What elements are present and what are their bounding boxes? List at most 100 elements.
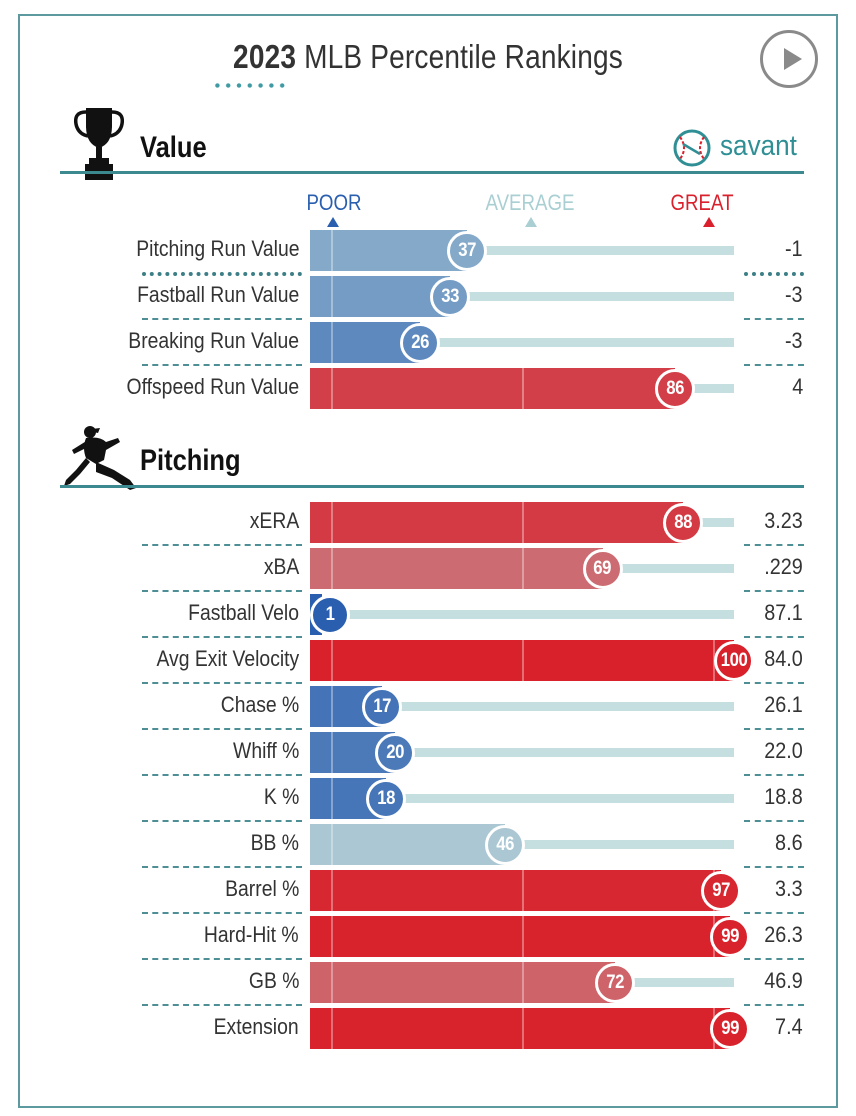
- row-label-pitching-run-value: Pitching Run Value: [60, 236, 299, 262]
- row-value-whiff: 22.0: [735, 738, 803, 764]
- row-divider-right: [744, 958, 804, 960]
- row-divider-left: [142, 1004, 302, 1006]
- track-whiff: [310, 748, 734, 757]
- section-divider-pitching: [60, 485, 804, 488]
- row-divider-left: [142, 682, 302, 684]
- row-label-bb: BB %: [60, 830, 299, 856]
- section-divider-value: [60, 171, 804, 174]
- row-divider-left: [142, 318, 302, 320]
- bar-avg-exit-velocity: [310, 640, 734, 681]
- row-label-text: xERA: [249, 508, 300, 533]
- pitcher-icon: [64, 426, 136, 490]
- row-divider-right: [744, 820, 804, 822]
- scale-label-great: GREAT: [670, 190, 734, 215]
- row-label-whiff: Whiff %: [60, 738, 299, 764]
- row-label-avg-exit-velocity: Avg Exit Velocity: [60, 646, 299, 672]
- row-divider-left: [142, 774, 302, 776]
- row-label-text: Offspeed Run Value: [126, 374, 299, 399]
- row-label-gb: GB %: [60, 968, 299, 994]
- row-divider-right: [744, 636, 804, 638]
- row-value-chase: 26.1: [735, 692, 803, 718]
- percentile-text: 72: [606, 972, 625, 993]
- bar-gridline: [522, 962, 524, 1003]
- scale-label-average: AVERAGE: [485, 190, 575, 215]
- bar-pitching-run-value: [310, 230, 467, 271]
- play-button[interactable]: [760, 30, 818, 88]
- row-label-fastball-run-value: Fastball Run Value: [60, 282, 299, 308]
- row-value-bb: 8.6: [735, 830, 803, 856]
- row-value-barrel: 3.3: [735, 876, 803, 902]
- row-divider-left: [142, 866, 302, 868]
- bar-gridline: [331, 322, 334, 363]
- row-value-text: 26.1: [764, 692, 803, 717]
- row-value-text: 84.0: [764, 646, 803, 671]
- page-title: 2023 MLB Percentile Rankings: [64, 38, 792, 76]
- percentile-badge-fastball-run-value: 33: [429, 277, 470, 317]
- percentile-badge-gb: 72: [595, 963, 636, 1003]
- row-value-text: 7.4: [775, 1014, 803, 1039]
- baseball-icon: [673, 129, 711, 167]
- percentile-text: 99: [720, 926, 739, 947]
- bar-gridline: [331, 916, 334, 957]
- row-value-offspeed-run-value: 4: [735, 374, 803, 400]
- percentile-text: 86: [665, 378, 684, 399]
- percentile-text: 18: [377, 788, 396, 809]
- percentile-text: 100: [720, 650, 748, 671]
- scale-arrow-poor: [327, 217, 339, 227]
- row-value-xba: .229: [735, 554, 803, 580]
- track-fastball-run-value: [310, 292, 734, 301]
- row-value-text: -1: [785, 236, 803, 261]
- row-divider-right: [744, 912, 804, 914]
- row-divider-left: [142, 544, 302, 546]
- row-divider-left: [142, 912, 302, 914]
- bar-gridline: [331, 962, 334, 1003]
- percentile-text: 46: [496, 834, 514, 855]
- row-divider-right: [744, 318, 804, 320]
- section-title-value: Value: [140, 131, 207, 164]
- row-label-offspeed-run-value: Offspeed Run Value: [60, 374, 299, 400]
- percentile-text: 1: [325, 604, 335, 625]
- savant-logo-text: savant: [720, 130, 797, 162]
- title-underline-dots: [212, 83, 288, 88]
- percentile-badge-xera: 88: [663, 503, 704, 543]
- percentile-badge-whiff: 20: [374, 733, 415, 773]
- row-value-text: 18.8: [764, 784, 803, 809]
- row-label-text: BB %: [250, 830, 299, 855]
- title-text: MLB Percentile Rankings: [304, 38, 623, 75]
- bar-gridline: [522, 548, 524, 589]
- bar-gridline: [522, 916, 524, 957]
- percentile-badge-offspeed-run-value: 86: [654, 369, 695, 409]
- row-divider-left: [142, 958, 302, 960]
- row-label-hard-hit: Hard-Hit %: [60, 922, 299, 948]
- percentile-badge-avg-exit-velocity: 100: [714, 641, 754, 681]
- scale-arrow-great: [703, 217, 715, 227]
- title-year: 2023: [233, 38, 297, 75]
- percentile-badge-barrel: 97: [701, 871, 742, 911]
- row-value-text: .229: [764, 554, 803, 579]
- row-value-gb: 46.9: [735, 968, 803, 994]
- row-value-fastball-velo: 87.1: [735, 600, 803, 626]
- bar-gridline: [331, 778, 334, 819]
- row-divider-left: [142, 364, 302, 366]
- bar-gridline: [331, 368, 334, 409]
- row-divider-right: [744, 544, 804, 546]
- bar-gridline: [331, 230, 334, 271]
- bar-gridline: [331, 640, 334, 681]
- row-divider-left: [142, 728, 302, 730]
- bar-gridline: [522, 368, 524, 409]
- row-value-text: -3: [785, 282, 803, 307]
- row-divider-right: [744, 866, 804, 868]
- row-value-fastball-run-value: -3: [735, 282, 803, 308]
- row-divider-left: [142, 272, 302, 276]
- row-label-text: Whiff %: [232, 738, 299, 763]
- row-value-xera: 3.23: [735, 508, 803, 534]
- percentile-badge-extension: 99: [709, 1009, 750, 1049]
- bar-gb: [310, 962, 616, 1003]
- row-value-hard-hit: 26.3: [735, 922, 803, 948]
- percentile-text: 88: [674, 512, 692, 533]
- row-divider-left: [142, 820, 302, 822]
- row-label-text: Breaking Run Value: [128, 328, 299, 353]
- row-value-text: 3.23: [764, 508, 803, 533]
- bar-bb: [310, 824, 506, 865]
- percentile-badge-breaking-run-value: 26: [400, 323, 441, 363]
